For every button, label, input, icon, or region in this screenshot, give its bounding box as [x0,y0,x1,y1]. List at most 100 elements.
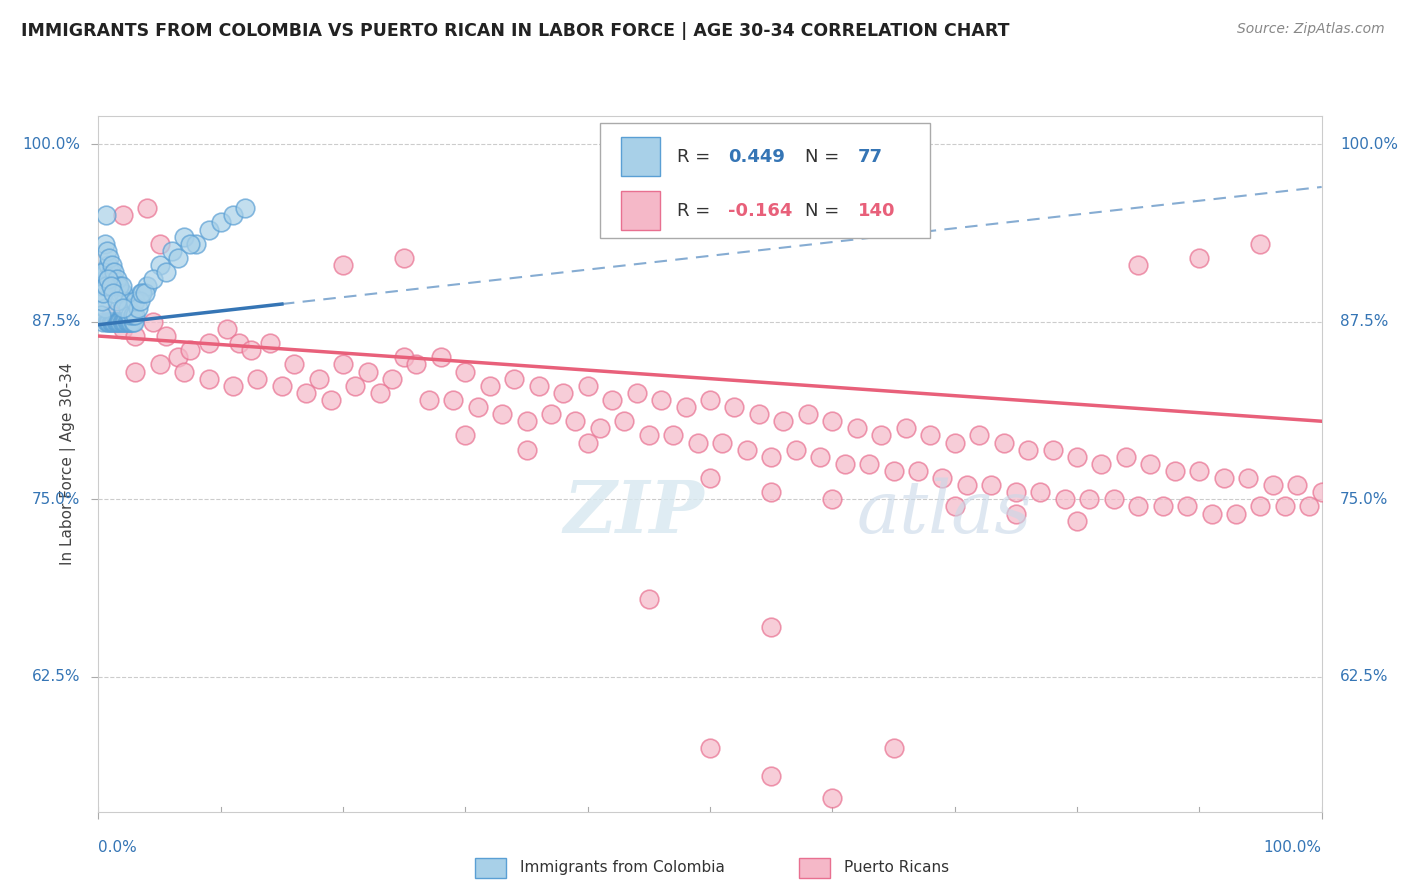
Point [94,279,117,293]
Point [155,329,177,343]
Point [149,236,172,251]
Point [821,414,844,428]
Point [129,286,152,301]
Point [97,258,120,272]
Point [675,400,697,414]
Point [120,315,142,329]
FancyBboxPatch shape [600,123,931,238]
Point [993,435,1015,450]
Point [699,471,721,485]
Point [111,301,134,315]
Point [107,279,129,293]
Point [100,265,122,279]
Point [91,286,114,301]
Text: 87.5%: 87.5% [1340,314,1388,329]
Text: 0.449: 0.449 [728,147,786,166]
Point [699,392,721,407]
Point [368,385,391,400]
Point [491,407,513,421]
Point [142,272,165,286]
Text: 100.0%: 100.0% [22,136,80,152]
Point [142,315,165,329]
Point [120,308,142,322]
Point [100,315,122,329]
Point [332,358,354,372]
Point [111,315,134,329]
Point [104,279,127,293]
Point [540,407,562,421]
Point [173,365,195,379]
Point [149,258,172,272]
Point [553,385,575,400]
Point [626,385,648,400]
Point [127,301,149,315]
Point [131,286,153,301]
Point [1102,492,1125,507]
Point [761,485,783,500]
Point [104,315,127,329]
Point [1225,507,1247,521]
Point [405,358,427,372]
Text: 87.5%: 87.5% [32,314,80,329]
Point [124,308,146,322]
Point [94,208,117,222]
Point [1152,500,1174,514]
Point [283,358,305,372]
Point [167,351,190,365]
Point [356,365,378,379]
Point [821,790,844,805]
Point [441,392,464,407]
Point [1115,450,1137,464]
Point [96,244,118,258]
Point [858,457,880,471]
Text: ZIP: ZIP [564,477,704,548]
Point [1274,500,1296,514]
Text: N =: N = [806,202,845,219]
Point [1066,514,1088,528]
Point [1286,478,1309,492]
Point [101,258,124,272]
Point [233,201,256,215]
Point [1164,464,1187,478]
Point [1042,442,1064,457]
Point [105,315,128,329]
Point [589,421,612,435]
Point [93,236,115,251]
Point [111,279,134,293]
Point [114,315,136,329]
Text: 62.5%: 62.5% [31,669,80,684]
Point [894,421,917,435]
Point [112,315,135,329]
Point [101,315,124,329]
Point [121,308,143,322]
Point [1237,471,1260,485]
Text: N =: N = [806,147,845,166]
Point [319,392,342,407]
Text: R =: R = [678,147,716,166]
Point [332,258,354,272]
Point [111,208,134,222]
Point [100,308,122,322]
Point [1298,500,1320,514]
Point [117,301,139,315]
Point [101,286,124,301]
Point [686,435,709,450]
Point [943,435,966,450]
Point [270,378,294,392]
Point [179,343,201,358]
Point [699,740,721,755]
Point [215,322,238,336]
Point [167,251,190,265]
Point [723,400,745,414]
Point [103,315,125,329]
Point [111,315,134,329]
Point [134,286,156,301]
Point [576,435,599,450]
Point [808,450,831,464]
Point [91,279,114,293]
Point [785,442,807,457]
Point [228,336,250,351]
Point [418,392,440,407]
Point [121,315,143,329]
Point [1029,485,1052,500]
